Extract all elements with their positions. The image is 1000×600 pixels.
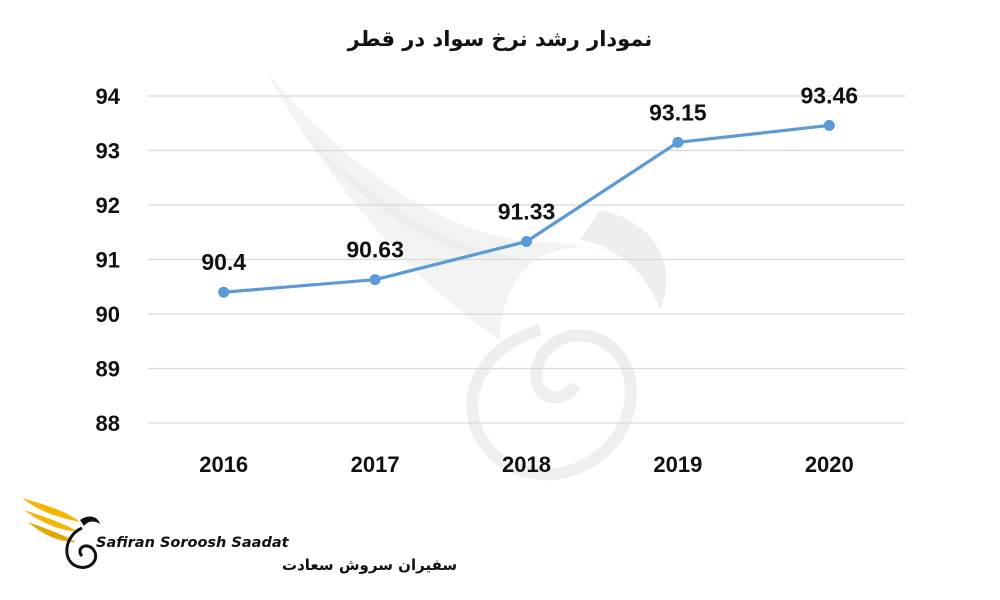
- y-axis: 88 89 90 91 92 93 94: [96, 84, 121, 436]
- x-axis: 2016 2017 2018 2019 2020: [199, 452, 854, 477]
- logo-text-english: Safiran Soroosh Saadat: [96, 535, 290, 551]
- x-tick-label: 2020: [805, 452, 854, 477]
- data-label: 93.15: [649, 99, 707, 125]
- y-tick-label: 90: [96, 302, 120, 327]
- data-point: [218, 286, 230, 298]
- x-tick-label: 2016: [199, 452, 248, 477]
- x-tick-label: 2018: [502, 452, 551, 477]
- y-tick-label: 94: [96, 84, 121, 109]
- data-point: [823, 119, 835, 131]
- data-point: [369, 274, 381, 286]
- x-tick-label: 2019: [653, 452, 702, 477]
- y-tick-label: 91: [96, 248, 120, 273]
- wing-logo-icon: [22, 498, 100, 569]
- x-tick-label: 2017: [351, 452, 400, 477]
- data-labels: 90.4 90.63 91.33 93.15 93.46: [201, 82, 858, 275]
- data-point: [521, 236, 532, 248]
- y-tick-label: 93: [96, 139, 120, 164]
- company-logo: Safiran Soroosh Saadat سفیران سروش سعادت: [22, 498, 457, 574]
- data-label: 93.46: [801, 82, 859, 108]
- swan-wing-watermark-icon: [265, 70, 667, 481]
- gridlines: [148, 95, 905, 424]
- plot-area: [218, 119, 835, 298]
- data-label: 90.4: [201, 249, 246, 275]
- y-tick-label: 92: [96, 193, 120, 218]
- logo-text-persian: سفیران سروش سعادت: [282, 556, 457, 574]
- y-tick-label: 89: [96, 357, 120, 382]
- data-point: [672, 136, 684, 148]
- data-label: 91.33: [498, 199, 556, 225]
- data-label: 90.63: [346, 237, 404, 263]
- chart-title: نمودار رشد نرخ سواد در قطر: [347, 27, 653, 51]
- y-tick-label: 88: [96, 411, 120, 436]
